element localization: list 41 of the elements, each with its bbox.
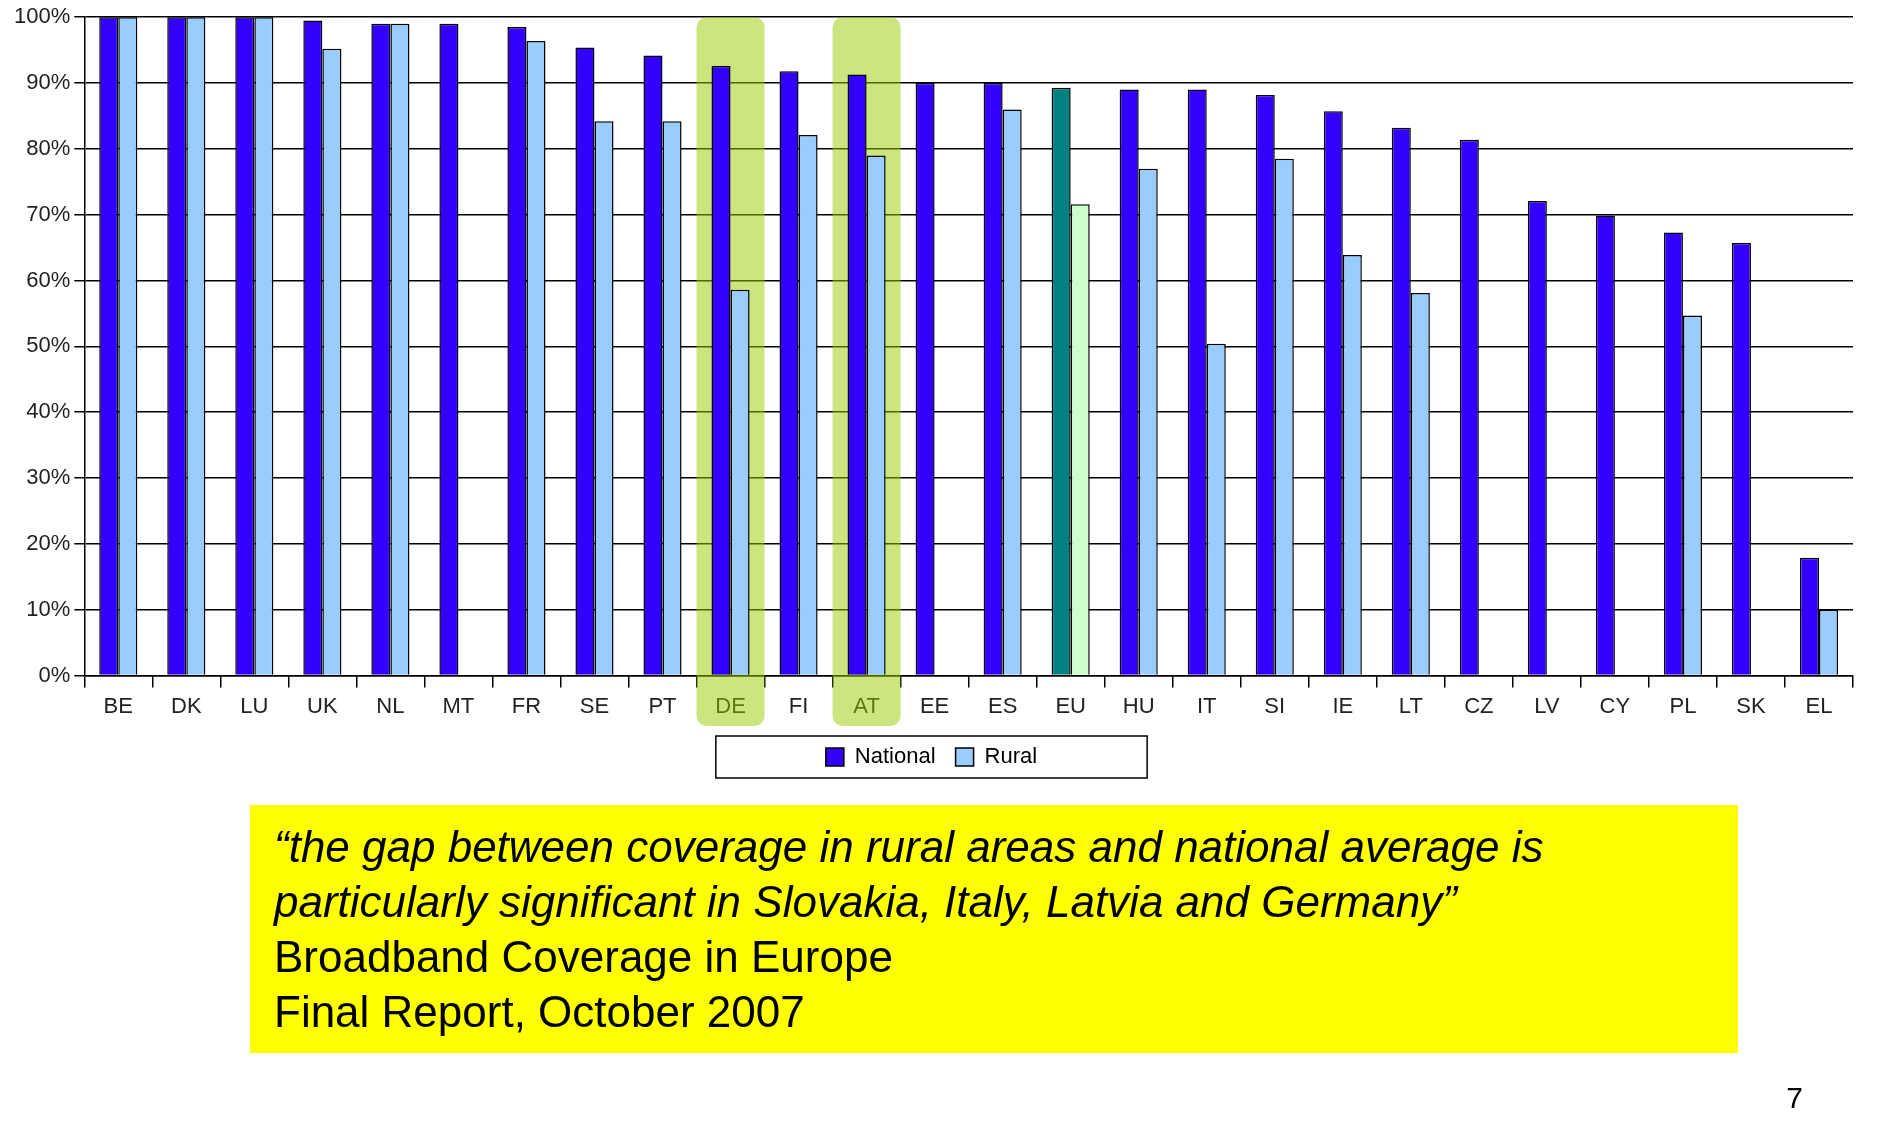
x-tick-label: ES — [987, 692, 1018, 718]
x-tick-label: FI — [788, 692, 809, 718]
x-tick-label: NL — [376, 692, 405, 718]
x-tick-label: LU — [240, 692, 269, 718]
legend-label: Rural — [984, 743, 1038, 769]
y-tick-label: 30% — [26, 464, 71, 490]
x-tick-label: EE — [919, 692, 950, 718]
x-tick-label: EL — [1805, 692, 1833, 718]
text: 7 — [1786, 1081, 1803, 1115]
x-tick-label: LT — [1398, 692, 1423, 718]
x-tick-label: PT — [648, 692, 677, 718]
y-tick-label: 80% — [26, 134, 71, 160]
x-tick-label: HU — [1122, 692, 1155, 718]
x-tick-label: IE — [1332, 692, 1354, 718]
y-tick-label: 40% — [26, 398, 71, 424]
x-tick-label: DK — [171, 692, 202, 718]
x-tick-label: CZ — [1464, 692, 1494, 718]
y-tick-label: 20% — [26, 529, 71, 555]
x-tick-label: BE — [103, 692, 133, 718]
x-tick-label: SI — [1264, 692, 1286, 718]
x-tick-label: FR — [511, 692, 542, 718]
y-tick-label: 70% — [26, 200, 71, 226]
x-tick-label: AT — [853, 692, 880, 718]
y-tick-label: 0% — [38, 661, 71, 687]
x-tick-label: SE — [579, 692, 610, 718]
y-tick-label: 10% — [26, 595, 71, 621]
x-tick-label: SK — [1736, 692, 1766, 718]
y-tick-label: 100% — [13, 3, 71, 29]
y-tick-label: 50% — [26, 332, 71, 358]
legend-label: National — [854, 743, 936, 769]
x-tick-label: MT — [442, 692, 475, 718]
x-tick-label: EU — [1055, 692, 1086, 718]
x-tick-label: IT — [1196, 692, 1217, 718]
y-tick-label: 90% — [26, 69, 71, 95]
x-tick-label: PL — [1669, 692, 1697, 718]
x-tick-label: UK — [307, 692, 338, 718]
x-tick-label: DE — [715, 692, 746, 718]
y-tick-label: 60% — [26, 266, 71, 292]
x-tick-label: LV — [1534, 692, 1560, 718]
x-tick-label: CY — [1599, 692, 1631, 718]
quote-box: “the gap between coverage in rural areas and national average is particularly significant in Slovakia, Italy, Latvia and Germany” Broadband Coverage in Europe Final Report, October 2007 — [250, 805, 1738, 1053]
